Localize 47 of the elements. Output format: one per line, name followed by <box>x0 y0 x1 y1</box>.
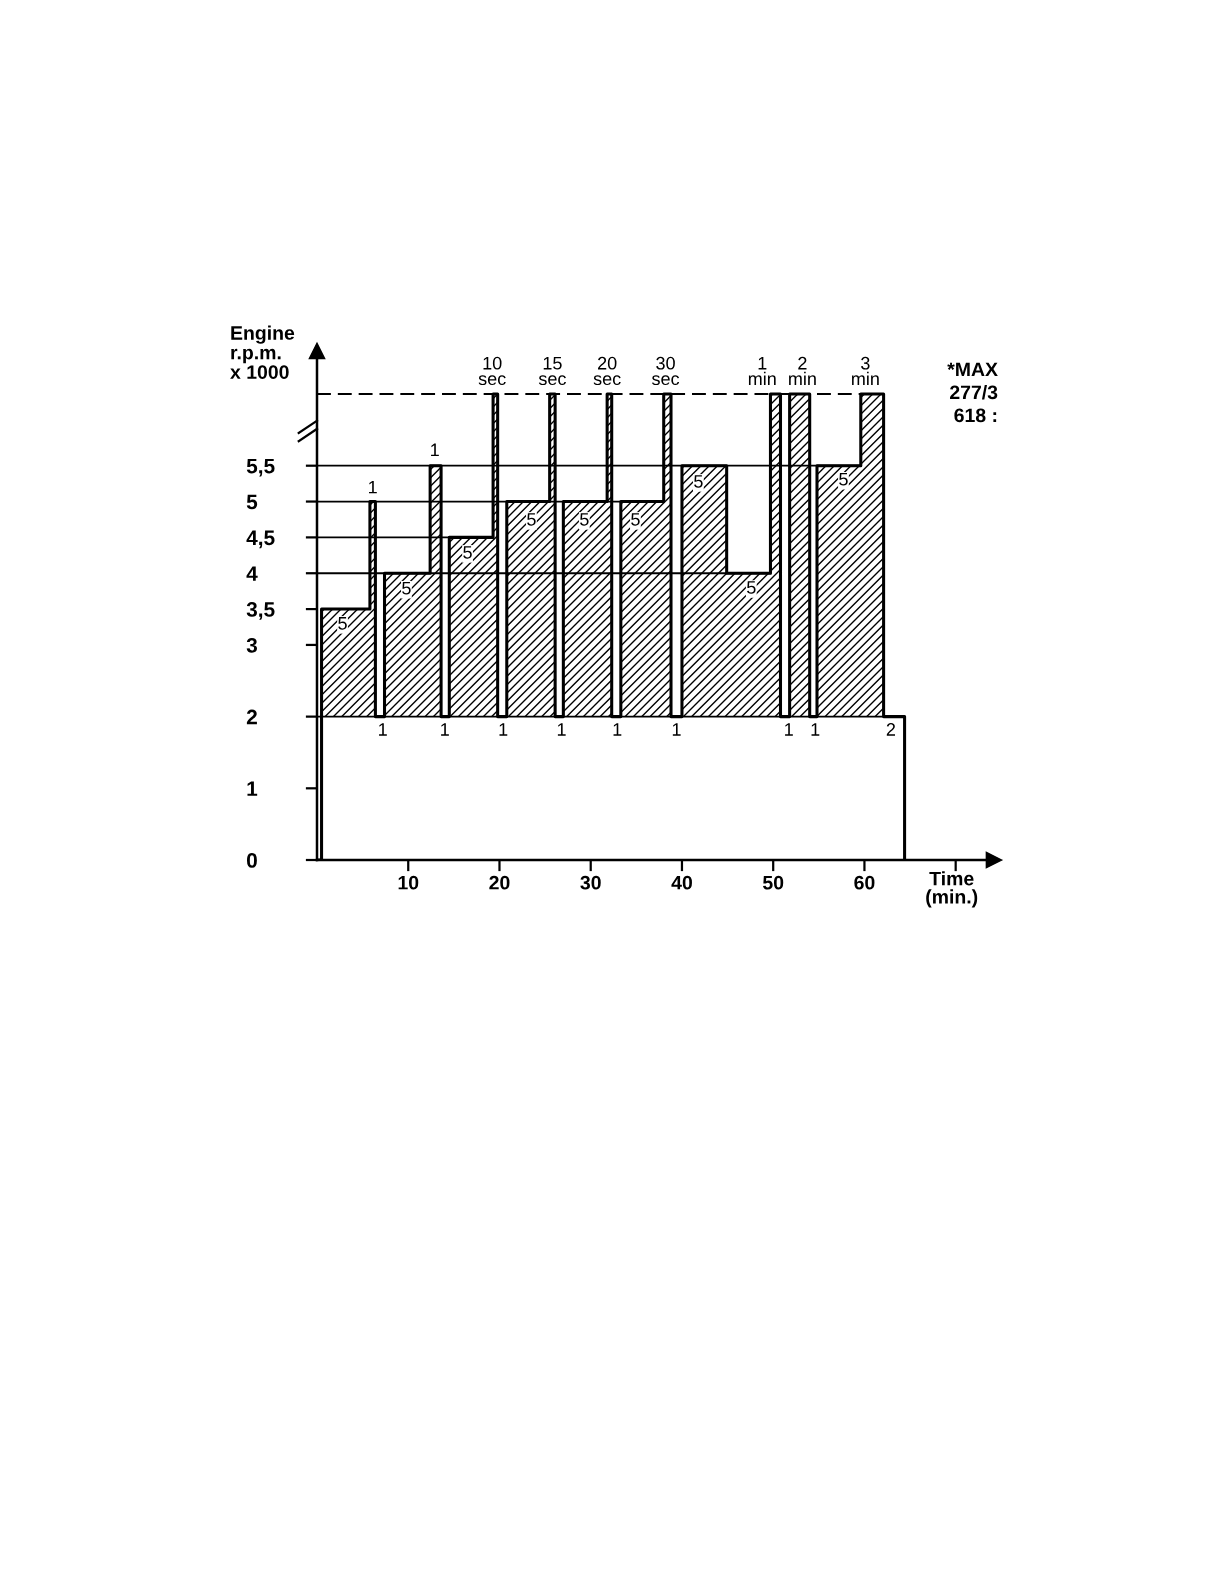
y-tick-label: 5 <box>246 494 258 510</box>
y-tick-label: 0 <box>246 853 257 868</box>
annotation: 3 min <box>852 356 879 385</box>
y-tick-label: 2 <box>246 709 257 725</box>
annotation: 1 <box>613 723 622 736</box>
annotation: 1 <box>672 723 681 736</box>
x-tick-label: 60 <box>854 875 875 890</box>
y-tick-label: 1 <box>247 781 258 796</box>
annotation: 1 <box>431 443 439 457</box>
annotation: *MAX <box>947 362 998 377</box>
annotation: 15 sec <box>538 356 566 386</box>
annotation: 5 <box>338 617 347 630</box>
annotation: 2 <box>886 723 896 736</box>
x-tick-label: 30 <box>580 875 601 890</box>
y-tick-label: 4,5 <box>246 530 275 549</box>
annotation: 5 <box>747 581 756 594</box>
annotation: 2 min <box>789 356 816 385</box>
annotation: 10 sec <box>478 356 506 386</box>
annotation: 1 <box>441 723 449 736</box>
y-tick-label: 3,5 <box>246 602 275 620</box>
annotation: 1 <box>557 723 566 736</box>
y-axis-title: Engine r.p.m. x 1000 <box>230 325 295 379</box>
annotation: 1 <box>369 480 377 494</box>
y-tick-label: 3 <box>246 637 257 653</box>
annotation: 5 <box>631 513 640 526</box>
annotation: 20 sec <box>593 356 621 386</box>
x-tick-label: 40 <box>671 875 692 890</box>
x-tick-label: 50 <box>762 875 784 890</box>
annotation: 277/3 <box>950 384 998 400</box>
x-tick-label: 20 <box>489 875 510 890</box>
x-axis-title: Time (min.) <box>926 871 978 908</box>
annotation: 5 <box>463 546 472 559</box>
annotation: 1 min <box>748 356 776 385</box>
annotation: 1 <box>785 723 793 736</box>
y-tick-label: 5,5 <box>246 458 275 477</box>
annotation: 1 <box>379 723 387 736</box>
annotation: 5 <box>402 581 411 595</box>
y-tick-label: 4 <box>246 566 258 581</box>
annotation: 1 <box>499 723 508 736</box>
x-tick-label: 10 <box>398 875 419 890</box>
annotation: 5 <box>839 473 848 486</box>
annotation: 1 <box>811 723 820 736</box>
annotation: 30 sec <box>651 356 680 386</box>
annotation: 5 <box>527 513 536 526</box>
annotation: 618 : <box>954 408 997 423</box>
annotation: 5 <box>694 475 703 488</box>
annotation: 5 <box>580 513 589 526</box>
